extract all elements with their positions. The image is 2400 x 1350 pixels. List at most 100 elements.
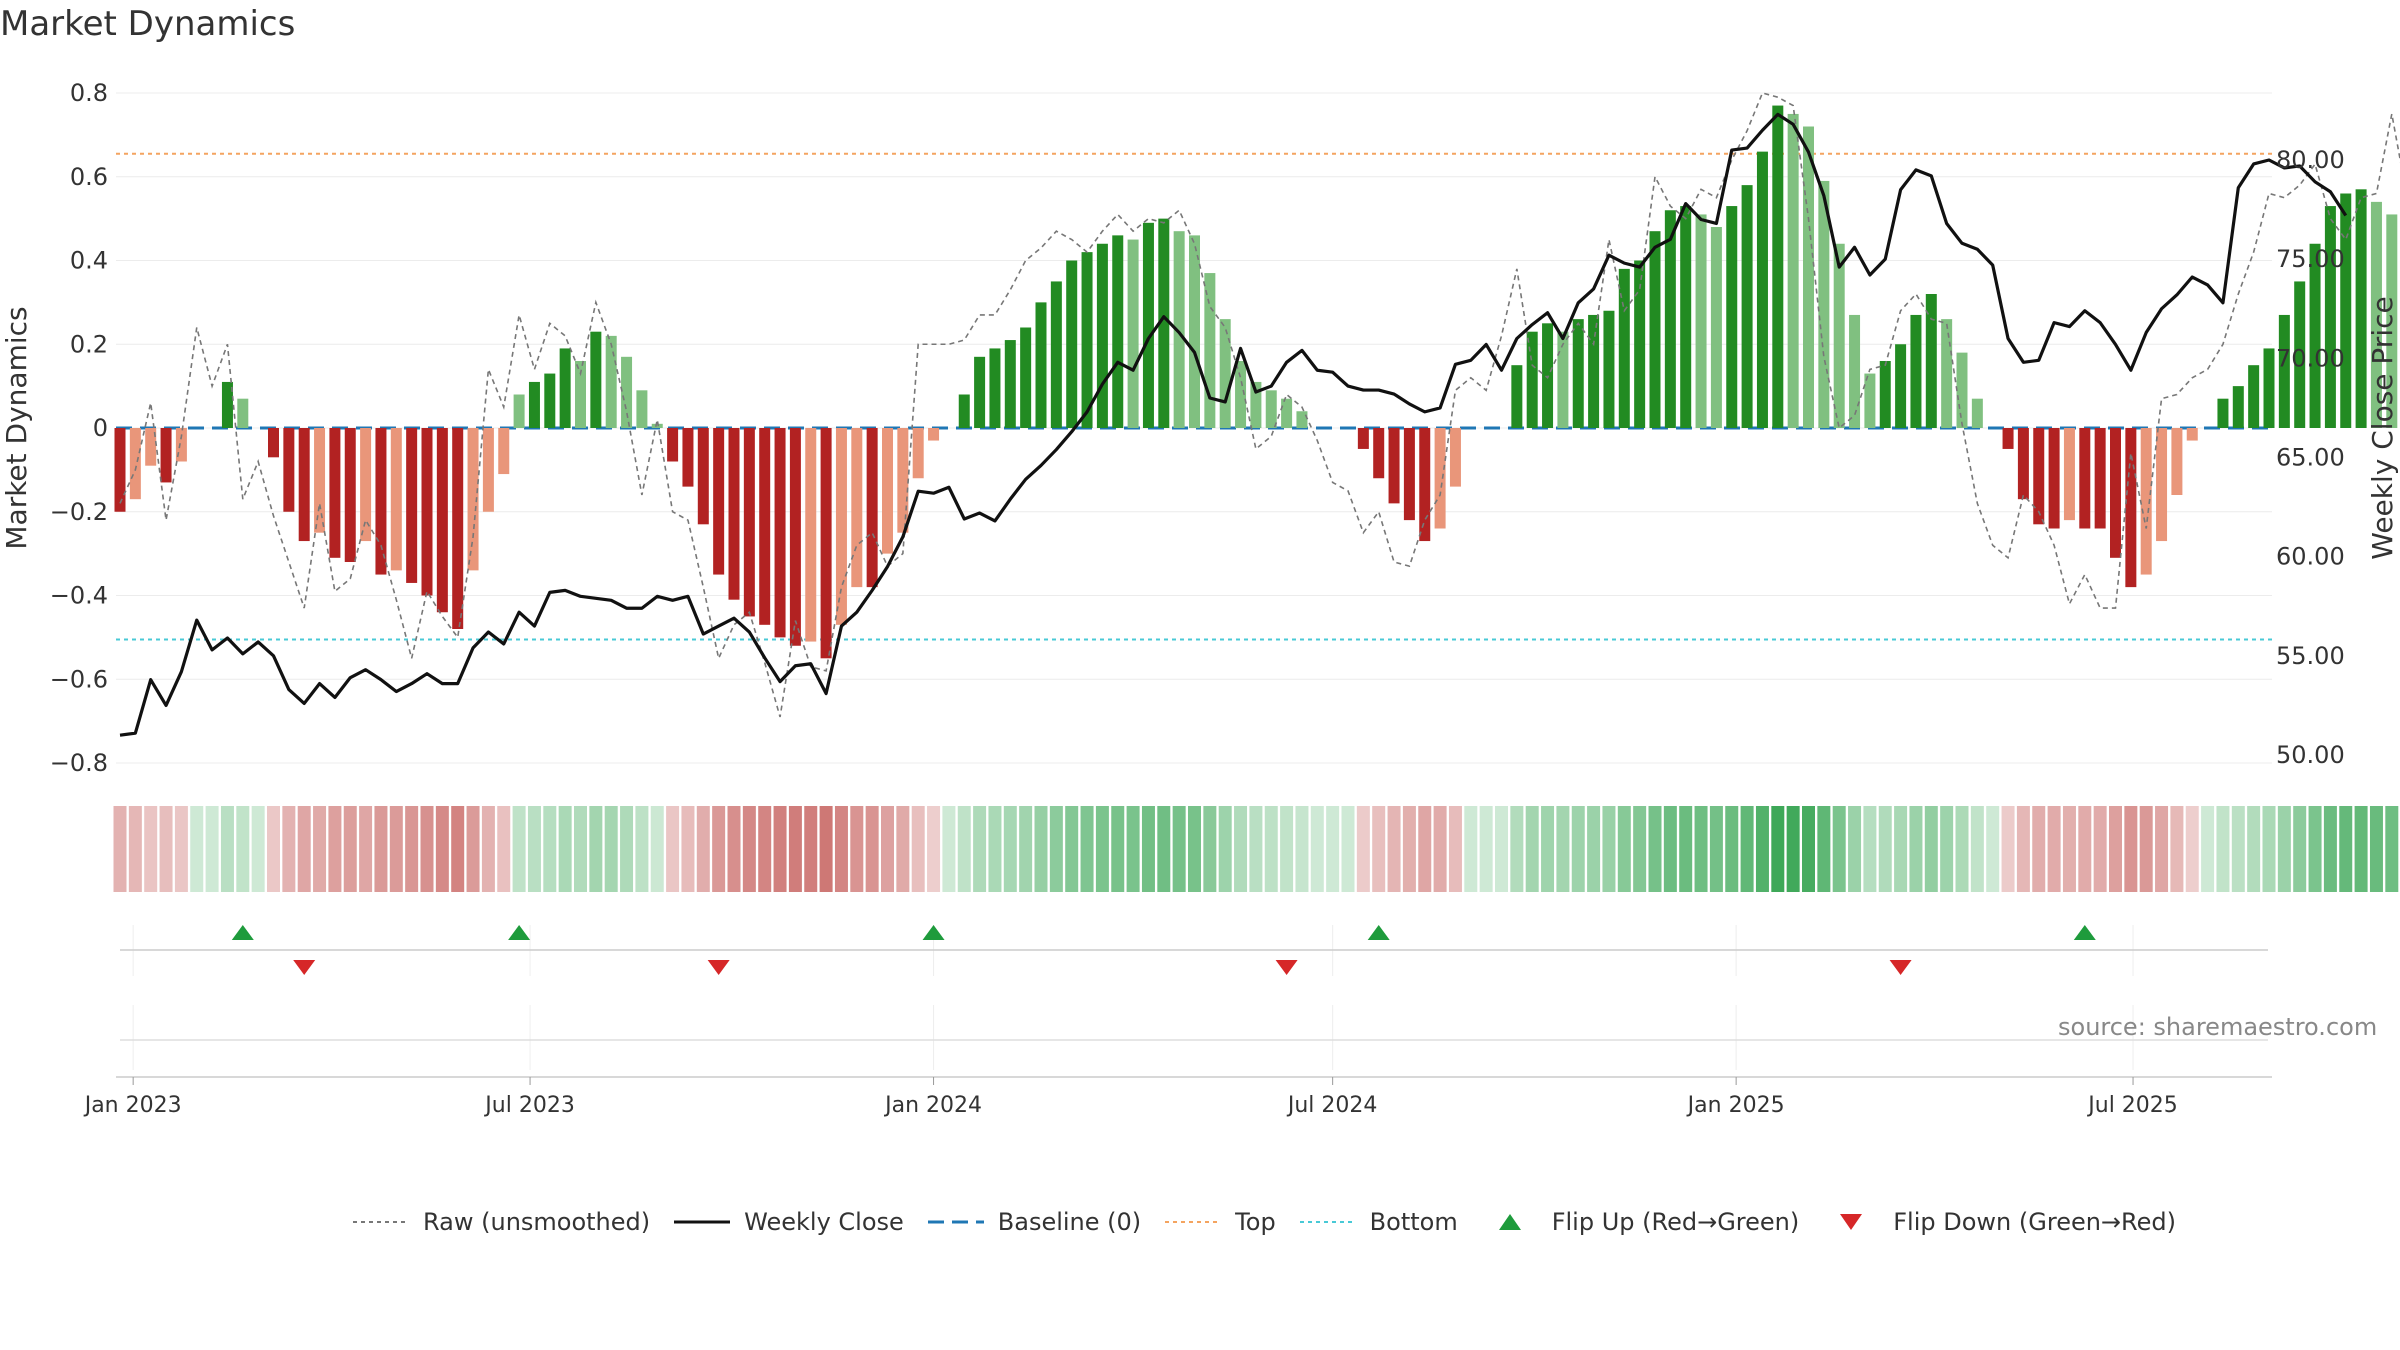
heat-cell [2047,806,2061,892]
heat-cell [558,806,572,892]
heat-cell [497,806,511,892]
heat-cell [2216,806,2230,892]
x-tick-label: Jan 2023 [83,1093,182,1118]
bar [2171,428,2183,495]
bar [221,381,233,428]
heat-cell [2093,806,2107,892]
bar [1787,113,1799,428]
bar [160,428,172,483]
bar [2094,428,2106,529]
heat-cell [1141,806,1155,892]
heat-cell [343,806,357,892]
baseline-swatch-icon [927,1220,984,1224]
heat-cell [666,806,680,892]
bar [1649,231,1661,428]
bar [743,428,755,617]
dynamics-bars [114,105,2398,659]
weekly-close-series [119,112,2348,737]
legend-item-close: Weekly Close [674,1208,904,1236]
heat-cell [2170,806,2184,892]
heat-cell [1894,806,1908,892]
bar [1618,268,1630,428]
heat-cell [1356,806,1370,892]
heat-cell [374,806,388,892]
flip-up-marker [231,925,254,940]
y-tick-label: 0 [93,414,108,442]
heat-cell [251,806,265,892]
heat-cell [1341,806,1355,892]
heat-cell [2247,806,2261,892]
heat-cell [1986,806,2000,892]
bar [651,423,663,428]
bar [2294,281,2306,428]
bar [2232,386,2244,428]
bar [1634,260,1646,428]
y-tick-label: −0.2 [50,498,108,526]
heat-cell [128,806,142,892]
heat-cell [1663,806,1677,892]
heat-cell [481,806,495,892]
heat-cell [2185,806,2199,892]
bar [1741,185,1753,428]
x-axis: Jan 2023 Jul 2023 Jan 2024 Jul 2024 Jan 2025… [83,1076,2272,1118]
bar [974,356,986,428]
y-tick-label: −0.8 [50,749,108,777]
flip-down-marker [293,960,316,975]
bar [728,428,740,600]
bar [1818,180,1830,428]
heat-cell [359,806,373,892]
bar [1004,340,1016,428]
bar [882,428,893,554]
heat-cell [2262,806,2276,892]
bottom-swatch-icon [1299,1221,1356,1223]
heat-cell [2139,806,2153,892]
y2-tick-label: 80.00 [2276,146,2345,174]
bar [1373,428,1385,479]
heat-cell [574,806,587,892]
heat-cell [1755,806,1769,892]
chart-title: Market Dynamics [0,4,296,44]
bar [575,361,586,428]
heat-cell [1940,806,1954,892]
bar [1173,231,1185,428]
heat-cell [1878,806,1892,892]
heat-cell [911,806,925,892]
heat-cell [1510,806,1524,892]
heat-cell [1249,806,1263,892]
bar [2125,428,2137,588]
heat-cell [1725,806,1739,892]
bar [1158,218,1170,428]
bar [528,381,540,428]
heat-cell [313,806,327,892]
heat-cell [1387,806,1401,892]
legend-label-baseline: Baseline (0) [997,1208,1142,1236]
x-tick-label: Jul 2025 [2086,1093,2178,1118]
bar [1572,319,1584,428]
y-tick-label: 0.2 [70,330,108,358]
bar [989,348,1001,428]
bar [1833,243,1845,428]
heat-cell [1556,806,1570,892]
heat-cell [2308,806,2322,892]
heat-cell [1495,806,1508,892]
heat-cell [1418,806,1432,892]
heat-cell [543,806,557,892]
bar [1557,331,1569,428]
heat-cell [942,806,956,892]
bar [344,428,356,562]
bar [866,428,878,588]
heat-cell [2032,806,2046,892]
bar [958,394,970,428]
y2-tick-label: 55.00 [2276,642,2345,670]
bar [498,428,510,475]
heat-cell [988,806,1002,892]
heat-cell [1786,806,1800,892]
y2-tick-label: 75.00 [2276,245,2345,273]
y2-tick-label: 70.00 [2276,344,2345,372]
heat-cell [727,806,741,892]
heat-cell [758,806,772,892]
heat-cell [1095,806,1109,892]
heat-cell [1709,806,1723,892]
bar [1020,327,1032,428]
heat-cell [1832,806,1846,892]
